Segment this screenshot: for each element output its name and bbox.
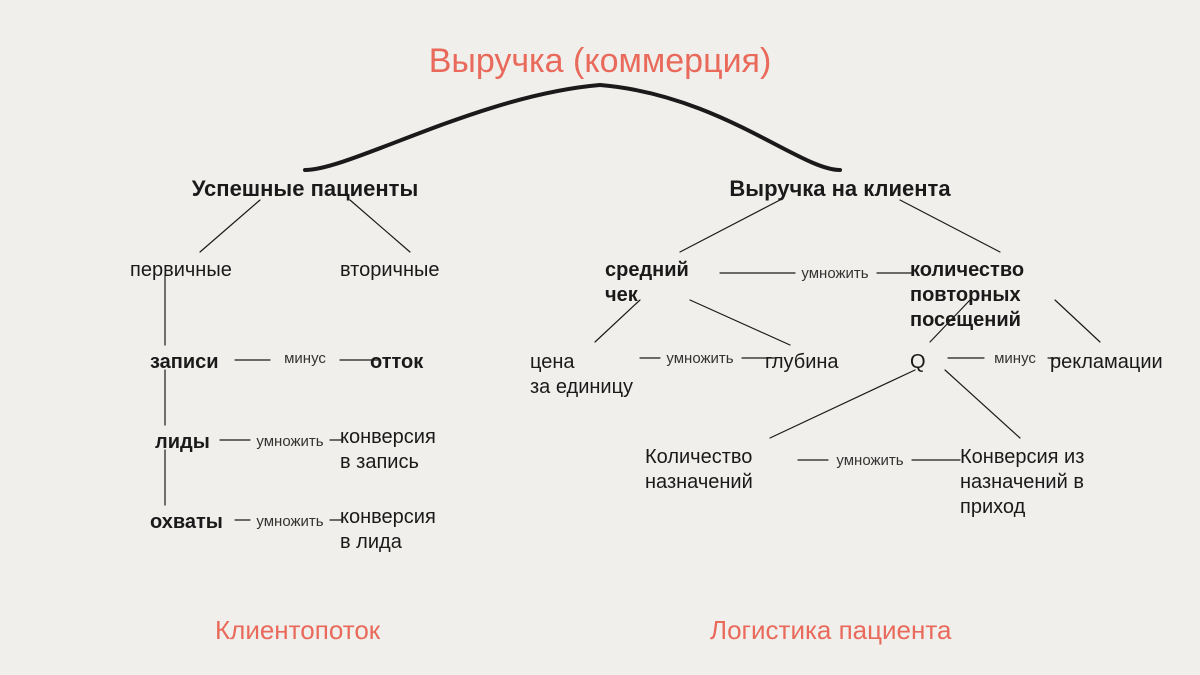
node-conv_appoint: Конверсия изназначений вприход — [960, 445, 1140, 520]
node-records: записи — [150, 350, 240, 375]
node-reclaim: рекламации — [1050, 350, 1180, 375]
node-rev_per_client: Выручка на клиента — [710, 175, 970, 203]
node-patients: Успешные пациенты — [175, 175, 435, 203]
node-mul_leads: умножить — [250, 433, 330, 452]
node-depth: глубина — [765, 350, 865, 375]
node-price_unit: ценаза единицу — [530, 350, 650, 400]
node-outflow: отток — [370, 350, 450, 375]
node-conv_to_lead: конверсияв лида — [340, 505, 470, 555]
node-primary: первичные — [130, 258, 270, 283]
node-avg_check: среднийчек — [605, 258, 715, 308]
node-leads: лиды — [155, 430, 235, 455]
section-left: Клиентопоток — [215, 615, 380, 646]
node-minus1: минус — [275, 350, 335, 369]
node-minus_q: минус — [985, 350, 1045, 369]
node-mul_check_vis: умножить — [795, 265, 875, 284]
node-reach: охваты — [150, 510, 240, 535]
node-repeat_visits: количество повторныхпосещений — [910, 258, 1140, 333]
node-q: Q — [910, 350, 950, 375]
node-mul_reach: умножить — [250, 513, 330, 532]
node-conv_to_record: конверсияв запись — [340, 425, 470, 475]
node-mul_appoint: умножить — [830, 452, 910, 471]
node-appoint_count: Количествоназначений — [645, 445, 795, 495]
node-root: Выручка (коммерция) — [0, 40, 1200, 83]
node-mul_price_depth: умножить — [660, 350, 740, 369]
diagram-edges — [0, 0, 1200, 675]
section-right: Логистика пациента — [710, 615, 951, 646]
node-secondary: вторичные — [340, 258, 480, 283]
